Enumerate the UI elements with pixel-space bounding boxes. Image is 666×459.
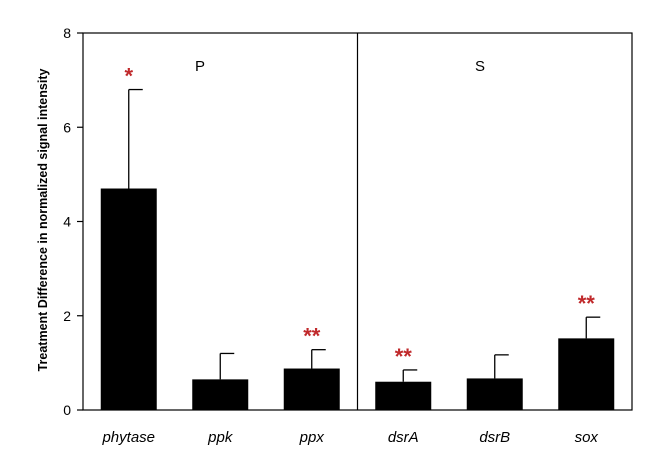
bar (375, 381, 432, 410)
panel-label: S (475, 58, 485, 75)
bar (466, 378, 523, 410)
x-category-label: phytase (101, 429, 155, 446)
x-category-label: ppk (207, 429, 234, 446)
chart-error-bars (128, 88, 601, 382)
y-tick-label: 4 (63, 214, 71, 230)
significance-mark: ** (395, 344, 413, 369)
bar (192, 379, 249, 410)
significance-mark: ** (303, 324, 321, 349)
bar (100, 188, 157, 410)
chart-bars (100, 188, 615, 410)
panel-label: P (195, 58, 205, 75)
x-category-label: dsrB (479, 429, 510, 446)
y-tick-label: 2 (63, 308, 71, 324)
x-category-label: sox (575, 429, 599, 446)
x-category-label: ppx (299, 429, 325, 446)
significance-mark: * (124, 64, 133, 89)
y-axis-label: Treatment Difference in normalized signa… (36, 69, 50, 372)
y-tick-label: 6 (63, 119, 71, 135)
bar (558, 338, 615, 410)
significance-mark: ** (578, 291, 596, 316)
chart-axes: 0 2 4 6 8 (63, 25, 633, 418)
y-tick-label: 8 (63, 25, 71, 41)
y-tick-label: 0 (63, 402, 71, 418)
x-category-label: dsrA (388, 429, 419, 446)
bar (283, 368, 340, 410)
chart-significance-marks: ******* (124, 64, 595, 369)
